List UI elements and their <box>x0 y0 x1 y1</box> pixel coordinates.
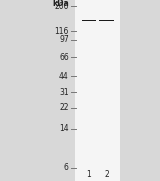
Text: 2: 2 <box>104 170 109 179</box>
Text: 6: 6 <box>64 163 69 172</box>
Bar <box>99 20 114 21</box>
Text: 97: 97 <box>59 35 69 44</box>
Text: 200: 200 <box>54 2 69 11</box>
Bar <box>82 20 96 21</box>
Text: kDa: kDa <box>52 0 69 8</box>
Text: 31: 31 <box>59 88 69 97</box>
Text: 116: 116 <box>54 27 69 36</box>
Text: 44: 44 <box>59 72 69 81</box>
Text: 66: 66 <box>59 53 69 62</box>
Text: 1: 1 <box>86 170 91 179</box>
Bar <box>75 0 120 181</box>
Text: 14: 14 <box>59 124 69 133</box>
Text: 22: 22 <box>59 104 69 112</box>
